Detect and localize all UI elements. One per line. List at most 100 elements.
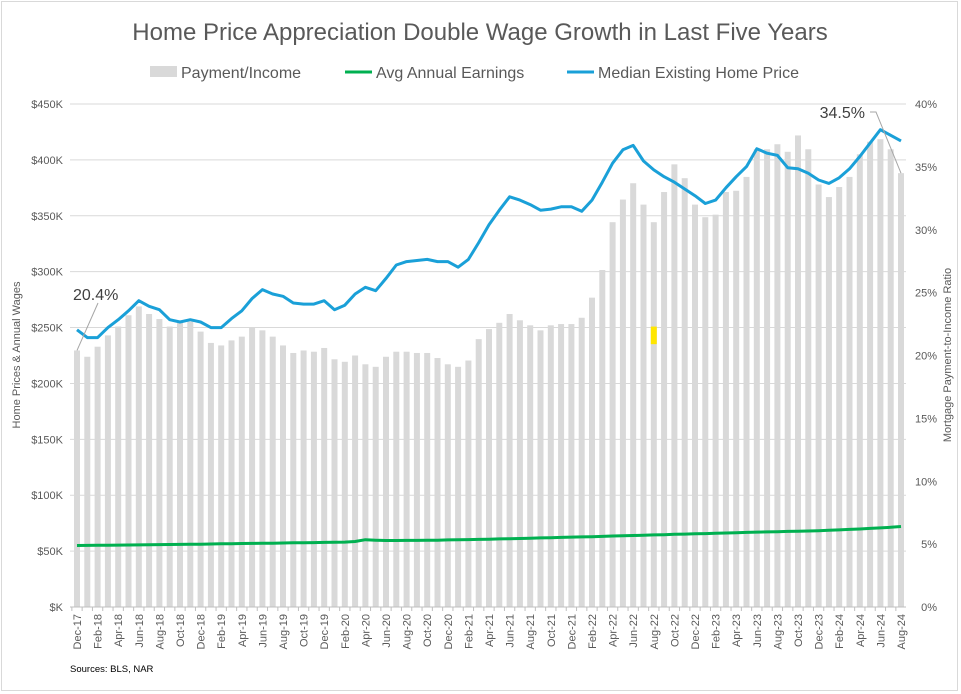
x-tick-label: Oct-20: [422, 614, 434, 647]
bar-payment-income: [568, 324, 575, 607]
bar-payment-income: [692, 204, 698, 607]
bar-payment-income: [383, 356, 389, 607]
x-tick-label: Aug-19: [278, 614, 290, 649]
x-tick-label: Dec-19: [319, 614, 331, 649]
bar-payment-income: [702, 217, 709, 608]
y-tick-right: 5%: [921, 539, 937, 551]
y-tick-left: $200K: [31, 378, 63, 390]
bar-payment-income: [506, 314, 513, 607]
y-tick-right: 0%: [921, 602, 937, 614]
legend-item: Median Existing Home Price: [567, 65, 799, 82]
x-tick-label: Oct-23: [793, 614, 805, 647]
bar-payment-income: [352, 355, 359, 607]
bar-payment-income: [589, 297, 595, 607]
bar-payment-income: [681, 178, 688, 607]
x-tick-label: Apr-24: [855, 614, 867, 647]
bar-payment-income: [444, 364, 451, 607]
x-tick-label: Apr-19: [237, 614, 249, 647]
legend: Payment/Income Avg Annual Earnings Median …: [150, 65, 799, 82]
bar-payment-income: [84, 356, 91, 607]
y-tick-left: $50K: [37, 546, 63, 558]
bar-payment-income: [867, 141, 874, 607]
bar-payment-income: [815, 184, 822, 608]
bar-payment-income: [403, 351, 410, 607]
bar-payment-income: [537, 330, 544, 607]
x-tick-label: Apr-21: [484, 614, 496, 647]
bar-payment-income: [733, 190, 740, 607]
x-tick-label: Aug-21: [525, 614, 537, 649]
x-tick-label: Feb-18: [93, 614, 105, 649]
bar-payment-income: [207, 342, 214, 607]
x-tick-label: Apr-20: [360, 614, 372, 647]
highlight-mark: [650, 326, 657, 345]
bar-payment-income: [197, 331, 204, 607]
bar-payment-income: [321, 347, 328, 607]
x-tick-label: Aug-18: [154, 614, 166, 649]
x-tick-label: Aug-23: [772, 614, 784, 649]
x-tick-label: Dec-22: [690, 614, 702, 649]
bar-payment-income: [146, 314, 153, 607]
bar-payment-income: [630, 183, 637, 607]
bar-payment-income: [218, 345, 225, 607]
bar-payment-income: [135, 306, 142, 607]
x-tick-label: Jun-23: [752, 614, 764, 648]
annotation-leader: [76, 302, 99, 351]
bar-payment-income: [825, 197, 832, 607]
bar-payment-income: [764, 149, 771, 607]
bar-payment-income: [650, 222, 657, 607]
x-tick-label: Apr-22: [608, 614, 620, 647]
bars: [74, 135, 904, 608]
bar-payment-income: [774, 144, 781, 608]
bar-payment-income: [115, 326, 122, 607]
bar-payment-income: [413, 352, 420, 607]
y-tick-left: $100K: [31, 490, 63, 502]
annotation-label: 34.5%: [820, 105, 865, 122]
bar-payment-income: [898, 173, 904, 607]
x-tick-label: Oct-21: [546, 614, 558, 647]
bar-payment-income: [558, 324, 565, 607]
y-tick-right: 25%: [915, 288, 937, 300]
axes: $K $50K $100K $150K $200K $250K $300K $350K $400…: [31, 99, 937, 649]
legend-swatch: [150, 66, 177, 77]
x-tick-label: Dec-18: [196, 614, 208, 649]
lines: 20.4% 34.5%: [73, 105, 902, 547]
bar-payment-income: [269, 336, 276, 607]
bar-payment-income: [465, 360, 472, 607]
y-tick-right: 15%: [915, 413, 937, 425]
annotation-leader: [870, 111, 902, 174]
bar-payment-income: [722, 192, 729, 607]
bar-payment-income: [393, 351, 400, 607]
bar-payment-income: [177, 322, 183, 607]
bar-payment-income: [784, 151, 791, 607]
bar-payment-income: [94, 346, 101, 607]
x-tick-label: Feb-24: [834, 614, 846, 649]
y-tick-right: 30%: [915, 225, 937, 237]
y-tick-left: $400K: [31, 155, 63, 167]
x-tick-label: Dec-21: [566, 614, 578, 649]
bar-payment-income: [249, 327, 256, 607]
bar-payment-income: [290, 352, 297, 607]
source-note: Sources: BLS, NAR: [70, 664, 154, 675]
x-tick-label: Oct-18: [175, 614, 187, 647]
x-tick-label: Apr-23: [731, 614, 743, 647]
x-tick-label: Dec-20: [443, 614, 455, 649]
x-tick-label: Dec-23: [814, 614, 826, 649]
y-axis-right-label: Mortgage Payment-to-Income Ratio: [942, 268, 954, 442]
x-tick-label: Aug-20: [402, 614, 414, 649]
bar-payment-income: [424, 352, 431, 607]
x-tick-label: Jun-19: [257, 614, 269, 648]
chart-title: Home Price Appreciation Double Wage Grow…: [132, 19, 827, 46]
y-axis-left-label: Home Prices & Annual Wages: [11, 281, 23, 428]
x-tick-label: Feb-21: [463, 614, 475, 649]
bar-payment-income: [547, 325, 554, 607]
bar-payment-income: [877, 139, 884, 607]
bar-payment-income: [280, 345, 286, 607]
x-tick-label: Feb-20: [340, 614, 352, 649]
bar-payment-income: [300, 350, 307, 607]
x-tick-label: Aug-24: [896, 614, 908, 649]
x-tick-label: Oct-22: [669, 614, 681, 647]
bar-payment-income: [836, 186, 843, 607]
bar-payment-income: [74, 350, 80, 607]
bar-payment-income: [527, 325, 534, 607]
